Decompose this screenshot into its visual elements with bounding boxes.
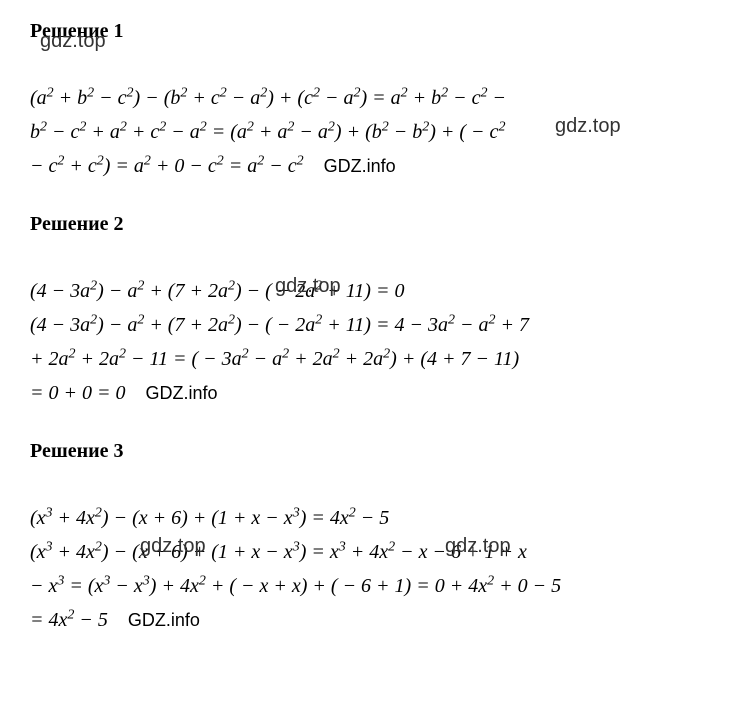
math-text: (x — [30, 507, 46, 529]
math-text: ) = a — [360, 87, 400, 109]
math-text: (a — [30, 87, 47, 109]
math-text: ) + ( − c — [429, 121, 498, 143]
section-2-math: (4 − 3a2) − a2 + (7 + 2a2) − ( − 2a2 + 1… — [30, 274, 707, 410]
math-text: − x − 6 + 1 + x — [395, 541, 527, 563]
math-text: = 4x — [30, 609, 67, 631]
math-text: ) − (x + 6) + (1 + x − x — [102, 507, 293, 529]
attribution-1: GDZ.info — [324, 156, 396, 176]
math-text: ) + (b — [335, 121, 382, 143]
math-text: + b — [54, 87, 88, 109]
math-text: + 2a — [76, 348, 120, 370]
math-text: ) − (b — [134, 87, 181, 109]
math-text: + (7 + 2a — [144, 280, 228, 302]
math-text: = (a — [207, 121, 247, 143]
math-text: − x — [110, 575, 142, 597]
math-text: + 11) = 0 — [322, 280, 404, 302]
math-text: − b — [389, 121, 423, 143]
math-text: + 2a — [30, 348, 69, 370]
math-text: − — [487, 87, 506, 109]
math-text: ) + 4x — [150, 575, 199, 597]
section-3-title: Решение 3 — [30, 440, 707, 463]
math-text: − c — [264, 155, 296, 177]
math-text: = a — [224, 155, 258, 177]
math-text: ) − ( − 2a — [235, 280, 315, 302]
math-text: + c — [127, 121, 159, 143]
math-text: ) = 4x — [300, 507, 349, 529]
math-text: + (7 + 2a — [144, 314, 228, 336]
section-3-math: (x3 + 4x2) − (x + 6) + (1 + x − x3) = 4x… — [30, 501, 707, 637]
math-text: ) + (4 + 7 − 11) — [390, 348, 519, 370]
math-text: + b — [408, 87, 442, 109]
math-text: ) − ( − 2a — [235, 314, 315, 336]
math-text: ) − a — [97, 314, 137, 336]
math-text: + a — [86, 121, 120, 143]
math-text: + 0 − 5 — [494, 575, 561, 597]
math-text: = 0 + 0 = 0 — [30, 382, 126, 404]
math-text: − x — [30, 575, 57, 597]
math-text: − c — [30, 155, 57, 177]
math-text: − 5 — [356, 507, 390, 529]
math-text: (x — [30, 541, 46, 563]
math-text: ) − (x + 6) + (1 + x − x — [102, 541, 293, 563]
math-text: b — [30, 121, 40, 143]
math-text: ) = a — [104, 155, 144, 177]
math-text: − a — [294, 121, 328, 143]
section-1-title: Решение 1 — [30, 20, 707, 43]
math-text: ) = x — [300, 541, 339, 563]
math-text: − 11 = ( − 3a — [126, 348, 242, 370]
math-text: + 2a — [289, 348, 333, 370]
math-text: + ( − x + x) + ( − 6 + 1) = 0 + 4x — [206, 575, 487, 597]
math-text: − c — [47, 121, 79, 143]
math-text: + 4x — [53, 507, 95, 529]
attribution-2: GDZ.info — [146, 383, 218, 403]
math-text: − a — [455, 314, 489, 336]
math-text: − 5 — [74, 609, 108, 631]
attribution-3: GDZ.info — [128, 610, 200, 630]
math-text: − a — [227, 87, 261, 109]
math-text: (4 − 3a — [30, 280, 90, 302]
section-1-math: (a2 + b2 − c2) − (b2 + c2 − a2) + (c2 − … — [30, 81, 707, 183]
math-text: − a — [320, 87, 354, 109]
math-text: + 11) = 4 − 3a — [322, 314, 448, 336]
math-text: + 4x — [53, 541, 95, 563]
math-text: − a — [249, 348, 283, 370]
math-text: + 0 − c — [151, 155, 217, 177]
math-text: ) + (c — [267, 87, 313, 109]
math-text: + c — [64, 155, 96, 177]
section-2-title: Решение 2 — [30, 213, 707, 236]
math-text: − c — [448, 87, 480, 109]
math-text: + 7 — [495, 314, 529, 336]
math-text: (4 − 3a — [30, 314, 90, 336]
math-text: + 2a — [340, 348, 384, 370]
math-text: + c — [187, 87, 219, 109]
math-text: + a — [254, 121, 288, 143]
math-text: + 4x — [346, 541, 388, 563]
math-text: = (x — [64, 575, 103, 597]
math-text: − c — [94, 87, 126, 109]
math-text: − a — [166, 121, 200, 143]
math-text: ) − a — [97, 280, 137, 302]
